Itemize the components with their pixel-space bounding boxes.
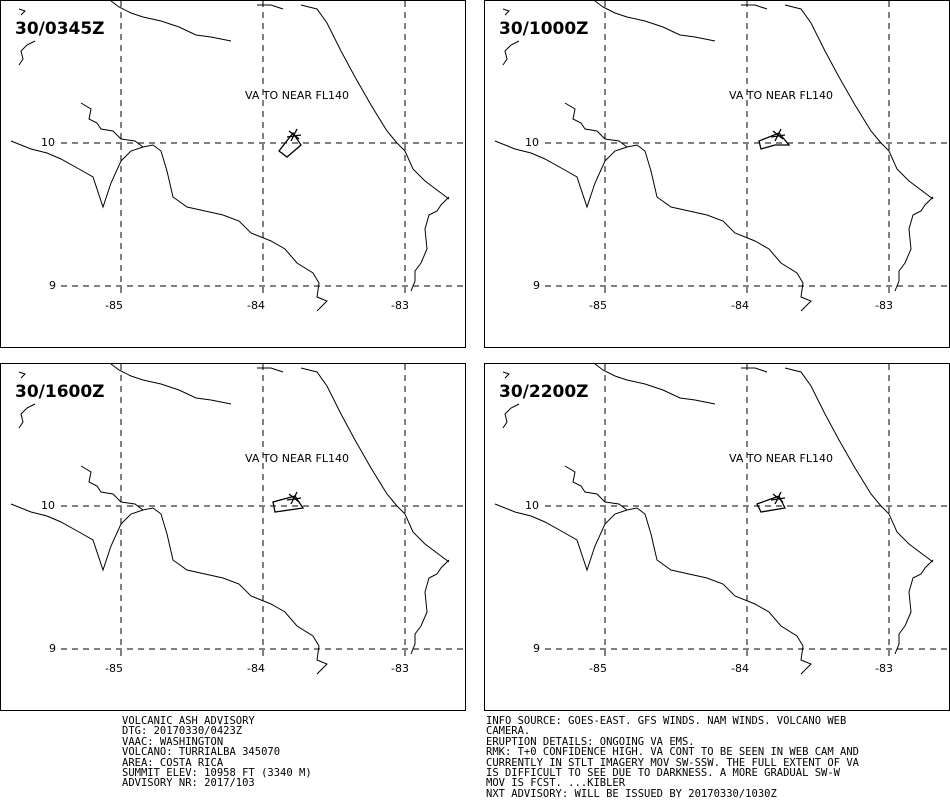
volcano-plume-2 [758, 128, 791, 150]
lon-tick-83: -83 [875, 662, 893, 675]
volcano-plume-4 [756, 491, 786, 513]
graticule [61, 364, 465, 656]
forecast-time-label: 30/1000Z [499, 19, 589, 39]
advisory-left-block: VOLCANIC ASH ADVISORY DTG: 20170330/0423… [122, 716, 312, 789]
advisory-info-source-cont: CAMERA. [486, 725, 531, 738]
lat-tick-10: 10 [525, 499, 539, 512]
lon-tick-84: -84 [247, 662, 265, 675]
advisory-info-source: INFO SOURCE: GOES-EAST. GFS WINDS. NAM W… [486, 715, 847, 727]
volcano-plume-3 [272, 491, 305, 513]
advisory-title: VOLCANIC ASH ADVISORY [122, 715, 255, 727]
advisory-summit-elev: SUMMIT ELEV: 10958 FT (3340 M) [122, 767, 312, 780]
map-panel-4: 30/2200Z VA TO NEAR FL140 10 9 -85 -84 -… [484, 363, 950, 711]
lon-tick-84: -84 [731, 662, 749, 675]
advisory-remark-1: RMK: T+0 CONFIDENCE HIGH. VA CONT TO BE … [486, 746, 859, 759]
forecast-time-label: 30/1600Z [15, 382, 105, 402]
lon-tick-85: -85 [589, 299, 607, 312]
volcano-plume-1 [278, 128, 302, 158]
coastline [10, 364, 450, 675]
advisory-right-block: INFO SOURCE: GOES-EAST. GFS WINDS. NAM W… [486, 715, 859, 800]
advisory-eruption-details: ERUPTION DETAILS: ONGOING VA EMS. [486, 735, 695, 748]
lon-tick-84: -84 [247, 299, 265, 312]
forecast-time-label: 30/2200Z [499, 382, 589, 402]
lat-tick-9: 9 [49, 279, 56, 292]
advisory-volcano: VOLCANO: TURRIALBA 345070 [122, 746, 281, 759]
coastline [494, 1, 934, 312]
map-graphic [10, 364, 465, 675]
va-level-label: VA TO NEAR FL140 [729, 89, 834, 102]
coastline [10, 1, 450, 312]
forecast-time-label: 30/0345Z [15, 19, 105, 39]
coastline [494, 364, 934, 675]
advisory-number: ADVISORY NR: 2017/103 [122, 777, 255, 790]
advisory-remark-2: CURRENTLY IN STLT IMAGERY MOV SW-SSW. TH… [486, 756, 859, 769]
lat-tick-10: 10 [525, 136, 539, 149]
map-graphic [494, 364, 949, 675]
lon-tick-83: -83 [875, 299, 893, 312]
advisory-remark-4: MOV IS FCST. ...KIBLER [486, 777, 626, 790]
lon-tick-85: -85 [589, 662, 607, 675]
va-level-label: VA TO NEAR FL140 [729, 452, 834, 465]
map-graphic [494, 1, 949, 312]
lat-tick-9: 9 [533, 279, 540, 292]
advisory-next: NXT ADVISORY: WILL BE ISSUED BY 20170330… [486, 787, 777, 800]
lat-tick-10: 10 [41, 136, 55, 149]
map-graphic [10, 1, 465, 312]
lon-tick-83: -83 [391, 662, 409, 675]
lon-tick-85: -85 [105, 662, 123, 675]
lon-tick-83: -83 [391, 299, 409, 312]
lon-tick-84: -84 [731, 299, 749, 312]
lat-tick-9: 9 [533, 642, 540, 655]
advisory-dtg: DTG: 20170330/0423Z [122, 725, 243, 738]
map-panel-3: 30/1600Z VA TO NEAR FL140 10 9 -85 -84 -… [0, 363, 466, 711]
lat-tick-9: 9 [49, 642, 56, 655]
va-level-label: VA TO NEAR FL140 [245, 452, 350, 465]
advisory-area: AREA: COSTA RICA [122, 756, 224, 769]
advisory-vaac: VAAC: WASHINGTON [122, 735, 224, 748]
lat-tick-10: 10 [41, 499, 55, 512]
graticule [545, 364, 949, 656]
map-panel-1: 30/0345Z VA TO NEAR FL140 10 9 -85 -84 -… [0, 0, 466, 348]
va-level-label: VA TO NEAR FL140 [245, 89, 350, 102]
lon-tick-85: -85 [105, 299, 123, 312]
map-panel-2: 30/1000Z VA TO NEAR FL140 10 9 -85 -84 -… [484, 0, 950, 348]
graticule [545, 1, 949, 293]
graticule [61, 1, 465, 293]
advisory-remark-3: IS DIFFICULT TO SEE DUE TO DARKNESS. A M… [486, 767, 841, 780]
